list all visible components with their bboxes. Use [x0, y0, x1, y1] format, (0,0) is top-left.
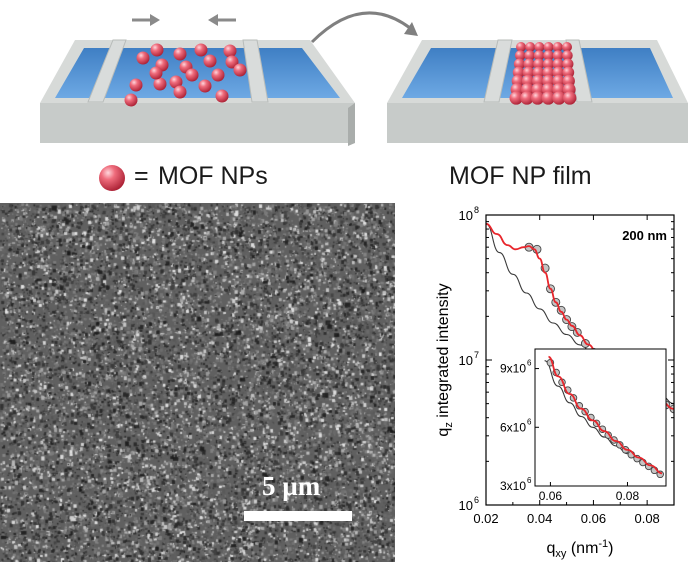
inset-frame: [534, 348, 667, 487]
nanoparticle: [150, 43, 164, 57]
nanoparticle: [552, 42, 563, 52]
sem-micrograph: [0, 203, 395, 562]
nanoparticle: [542, 58, 555, 70]
nanoparticle: [153, 77, 167, 91]
nanoparticle: [211, 68, 225, 82]
nanoparticle: [524, 50, 535, 61]
y-tick-label: 10: [459, 498, 473, 513]
nanoparticle: [203, 54, 217, 68]
nanoparticle: [562, 58, 574, 70]
nanoparticle: [124, 93, 138, 107]
barrier-left: [87, 39, 127, 103]
sem-image: [0, 203, 395, 562]
nanoparticle: [562, 42, 572, 52]
trough-front-face: [387, 103, 688, 143]
barrier-right: [242, 39, 269, 103]
nanoparticle: [509, 91, 523, 105]
barrier-left: [483, 39, 513, 103]
inset-data: [544, 355, 664, 479]
nanoparticle: [541, 91, 555, 105]
y-tick-label-exponent: 6: [474, 495, 479, 505]
nanoparticle: [552, 66, 565, 79]
nanoparticle: [194, 43, 208, 57]
nanoparticle-film: [509, 42, 577, 105]
x-tick-label: 0.06: [581, 511, 606, 526]
nanoparticle: [513, 58, 525, 70]
nanoparticle: [198, 79, 212, 93]
x-tick-label: 0.04: [527, 511, 552, 526]
nanoparticle-icon: [99, 165, 125, 191]
inset-y-tick-label: 6x10: [500, 420, 526, 434]
nanoparticle: [149, 66, 163, 80]
y-tick-label-exponent: 8: [474, 205, 479, 215]
nanoparticle: [533, 50, 545, 61]
nanoparticle: [562, 50, 573, 61]
legend-label: MOF NPs: [158, 162, 268, 190]
inset-y-tick-label: 9x10: [500, 362, 526, 376]
y-tick-label: 10: [459, 353, 473, 368]
inset-x-tick-label: 0.06: [539, 489, 563, 503]
legend-equals-sign: =: [134, 162, 149, 190]
nanoparticle: [523, 58, 535, 70]
nanoparticle: [525, 42, 536, 52]
film-label: MOF NP film: [449, 162, 592, 190]
y-axis-label: qz integrated intensity: [435, 283, 455, 436]
nanoparticle: [136, 51, 150, 65]
x-tick-label: 0.08: [634, 511, 659, 526]
trough-schematic: [40, 11, 688, 191]
nanoparticle: [534, 42, 545, 52]
nanoparticles-dispersed: [124, 43, 247, 107]
fit-line: [548, 355, 663, 475]
nanoparticle: [169, 75, 183, 89]
nanoparticle: [129, 78, 143, 92]
scale-bar: [244, 511, 352, 521]
nanoparticle: [543, 50, 554, 61]
inset-y-tick-label-exponent: 6: [527, 359, 532, 368]
film-thickness-annotation: 200 nm: [622, 228, 667, 243]
nanoparticle: [514, 50, 526, 61]
nanoparticle: [223, 44, 237, 58]
nanoparticle: [215, 89, 229, 103]
nanoparticle: [532, 66, 545, 79]
nanoparticle: [533, 58, 545, 70]
nanoparticle: [185, 68, 199, 82]
x-axis-label: qxy (nm-1): [546, 538, 613, 560]
x-tick-label: 0.02: [473, 511, 498, 526]
compression-arrows: [132, 14, 236, 26]
nanoparticle: [543, 42, 554, 52]
nanoparticle: [552, 91, 566, 105]
nanoparticle: [542, 66, 555, 79]
scale-bar-label: 5 µm: [262, 471, 321, 501]
nanoparticle: [552, 50, 564, 61]
nanoparticle: [173, 47, 187, 61]
inset-y-tick-label-exponent: 6: [527, 476, 532, 485]
nanoparticle: [516, 42, 526, 52]
nanoparticle: [530, 91, 545, 105]
y-tick-label-exponent: 7: [474, 350, 479, 360]
nanoparticle: [563, 91, 577, 105]
y-tick-label: 10: [459, 208, 473, 223]
plot-frame: [485, 214, 675, 506]
inset-y-tick-label-exponent: 6: [527, 417, 532, 426]
nanoparticle: [552, 58, 564, 70]
inset-y-tick-label: 3x10: [500, 479, 526, 493]
trough-before: [40, 39, 355, 146]
nanoparticle: [520, 91, 534, 105]
inset-x-tick-label: 0.08: [616, 489, 640, 503]
nanoparticle: [225, 55, 239, 69]
nanoparticle: [233, 63, 247, 77]
trough-front-face: [40, 103, 355, 143]
nanoparticle: [173, 85, 187, 99]
transition-arrow: [310, 11, 418, 44]
